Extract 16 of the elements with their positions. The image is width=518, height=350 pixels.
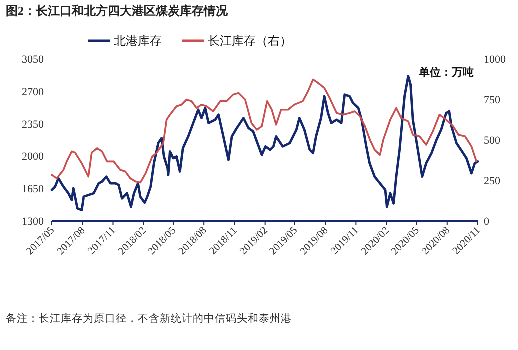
y-tick-label: 1300 bbox=[22, 216, 44, 228]
legend-label: 长江库存（右） bbox=[208, 34, 292, 48]
text: 备注：长江库存为原口径，不含新统计的中信码头和泰州港 bbox=[6, 312, 292, 325]
y2-tick-label: 0 bbox=[484, 216, 490, 228]
y2-tick-label: 250 bbox=[484, 176, 501, 188]
y-tick-label: 2000 bbox=[22, 151, 44, 164]
y-tick-label: 3050 bbox=[22, 54, 44, 66]
y2-tick-label: 500 bbox=[484, 135, 501, 147]
y2-tick-label: 750 bbox=[484, 94, 501, 106]
y-tick-label: 1650 bbox=[22, 184, 44, 196]
annotation: 单位：万吨 bbox=[418, 66, 474, 79]
title: 图2：长江口和北方四大港区煤炭库存情况 bbox=[6, 4, 228, 18]
y-tick-label: 2350 bbox=[22, 118, 44, 131]
legend-label: 北港库存 bbox=[114, 34, 162, 48]
y2-tick-label: 1000 bbox=[484, 54, 506, 66]
y-tick-label: 2700 bbox=[22, 86, 44, 98]
